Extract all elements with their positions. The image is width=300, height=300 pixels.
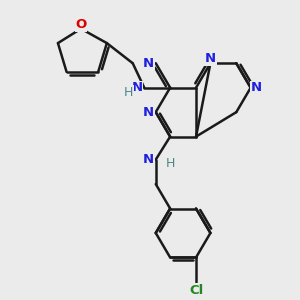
Text: N: N — [251, 81, 262, 94]
Text: O: O — [75, 18, 87, 31]
Text: Cl: Cl — [189, 284, 203, 297]
Text: N: N — [131, 81, 142, 94]
Text: N: N — [143, 57, 154, 70]
Text: H: H — [166, 158, 175, 170]
Text: N: N — [205, 52, 216, 65]
Text: N: N — [143, 153, 154, 166]
Text: H: H — [124, 85, 133, 98]
Text: N: N — [143, 106, 154, 119]
